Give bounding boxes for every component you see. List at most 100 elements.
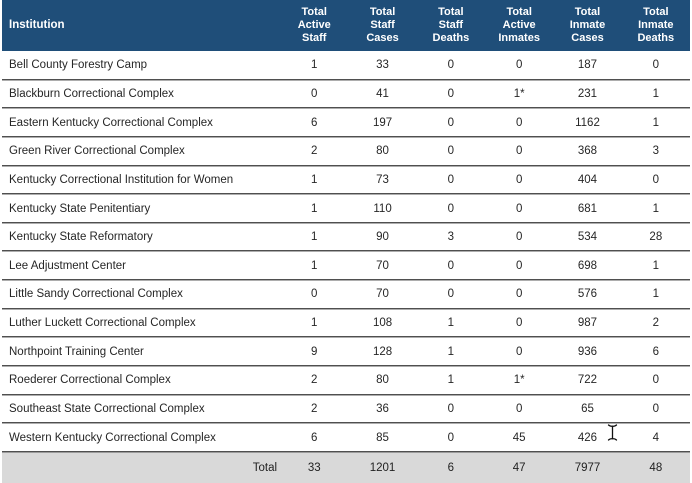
value-cell: 9 — [280, 337, 349, 367]
value-cell: 45 — [485, 423, 554, 452]
value-cell: 3 — [621, 136, 690, 166]
institution-cell: Bell County Forestry Camp — [2, 51, 281, 80]
value-cell: 0 — [416, 394, 486, 424]
table-row: Lee Adjustment Center 1 70 0 0 698 1 — [2, 251, 690, 281]
value-cell: 1 — [280, 308, 349, 338]
value-cell: 0 — [485, 308, 554, 338]
value-cell: 33 — [348, 51, 417, 80]
table-row: Luther Luckett Correctional Complex 1 108 1… — [2, 308, 690, 338]
value-cell: 0 — [485, 51, 554, 80]
value-cell: 3 — [416, 222, 486, 252]
value-cell: 65 — [553, 394, 622, 424]
value-cell: 1 — [280, 165, 349, 195]
value-cell: 0 — [485, 165, 554, 195]
column-header-total-active-staff: Total Active Staff — [280, 0, 349, 51]
value-cell: 0 — [621, 394, 690, 424]
value-cell: 0 — [621, 51, 690, 80]
value-cell: 1 — [280, 194, 349, 223]
value-cell: 85 — [348, 423, 417, 452]
value-cell: 4 — [621, 423, 690, 452]
value-cell: 1 — [621, 79, 690, 109]
value-cell: 108 — [348, 308, 417, 338]
institution-cell: Green River Correctional Complex — [2, 136, 281, 166]
value-cell: 0 — [416, 108, 486, 137]
table-row: Bell County Forestry Camp 1 33 0 0 187 0 — [2, 51, 690, 80]
value-cell: 936 — [553, 337, 622, 367]
value-cell: 2 — [621, 308, 690, 338]
column-header-total-staff-cases: Total Staff Cases — [348, 0, 417, 51]
value-cell: 2 — [280, 394, 349, 424]
value-cell: 41 — [348, 79, 417, 109]
value-cell: 1 — [280, 251, 349, 281]
value-cell: 70 — [348, 251, 417, 281]
value-cell: 28 — [621, 222, 690, 252]
table-row: Roederer Correctional Complex 2 80 1 1* 722 0 — [2, 366, 690, 395]
value-cell: 110 — [348, 194, 417, 223]
value-cell: 1 — [280, 51, 349, 80]
table-total-row: Total 33 1201 6 47 7977 48 — [2, 451, 690, 483]
value-cell: 0 — [485, 251, 554, 281]
value-cell: 1* — [485, 366, 554, 395]
table-row: Southeast State Correctional Complex 2 36 0… — [2, 394, 690, 424]
institution-cell: Southeast State Correctional Complex — [2, 394, 281, 424]
value-cell: 426 — [553, 423, 622, 452]
value-cell: 0 — [485, 194, 554, 223]
value-cell: 6 — [280, 423, 349, 452]
value-cell: 368 — [553, 136, 622, 166]
value-cell: 681 — [553, 194, 622, 223]
column-header-total-inmate-cases: Total Inmate Cases — [553, 0, 622, 51]
institution-cell: Roederer Correctional Complex — [2, 366, 281, 395]
value-cell: 0 — [485, 394, 554, 424]
total-value-cell: 47 — [485, 451, 554, 483]
total-value-cell: 33 — [280, 451, 349, 483]
table-row: Kentucky State Penitentiary 1 110 0 0 681 1 — [2, 194, 690, 223]
value-cell: 1 — [621, 194, 690, 223]
table-row: Little Sandy Correctional Complex 0 70 0 0 57… — [2, 280, 690, 309]
value-cell: 0 — [280, 280, 349, 309]
value-cell: 404 — [553, 165, 622, 195]
column-header-institution: Institution — [2, 0, 281, 51]
value-cell: 80 — [348, 366, 417, 395]
value-cell: 722 — [553, 366, 622, 395]
value-cell: 0 — [416, 423, 486, 452]
table-row: Northpoint Training Center 9 128 1 0 936 6 — [2, 337, 690, 367]
total-value-cell: 7977 — [553, 451, 622, 483]
total-value-cell: 1201 — [348, 451, 417, 483]
value-cell: 0 — [416, 194, 486, 223]
value-cell: 1 — [621, 108, 690, 137]
value-cell: 2 — [280, 136, 349, 166]
column-header-total-staff-deaths: Total Staff Deaths — [416, 0, 486, 51]
institution-cell: Kentucky State Penitentiary — [2, 194, 281, 223]
table-body: Bell County Forestry Camp 1 33 0 0 187 0 Blackb… — [2, 51, 690, 452]
value-cell: 1 — [621, 280, 690, 309]
institution-cell: Kentucky Correctional Institution for Wo… — [2, 165, 281, 195]
value-cell: 1 — [621, 251, 690, 281]
value-cell: 36 — [348, 394, 417, 424]
value-cell: 534 — [553, 222, 622, 252]
value-cell: 1 — [416, 308, 486, 338]
table-row: Kentucky State Reformatory 1 90 3 0 534 28 — [2, 222, 690, 252]
value-cell: 2 — [280, 366, 349, 395]
institution-cell: Kentucky State Reformatory — [2, 222, 281, 252]
institution-cell: Luther Luckett Correctional Complex — [2, 308, 281, 338]
value-cell: 576 — [553, 280, 622, 309]
institution-cell: Little Sandy Correctional Complex — [2, 280, 281, 309]
value-cell: 1* — [485, 79, 554, 109]
value-cell: 1162 — [553, 108, 622, 137]
value-cell: 0 — [485, 108, 554, 137]
value-cell: 197 — [348, 108, 417, 137]
table-row: Blackburn Correctional Complex 0 41 0 1* 231 1 — [2, 79, 690, 109]
value-cell: 0 — [416, 51, 486, 80]
total-value-cell: 48 — [621, 451, 690, 483]
value-cell: 73 — [348, 165, 417, 195]
value-cell: 1 — [280, 222, 349, 252]
column-header-total-active-inmates: Total Active Inmates — [485, 0, 554, 51]
value-cell: 0 — [416, 165, 486, 195]
value-cell: 0 — [416, 136, 486, 166]
institution-cell: Eastern Kentucky Correctional Complex — [2, 108, 281, 137]
value-cell: 987 — [553, 308, 622, 338]
value-cell: 90 — [348, 222, 417, 252]
value-cell: 6 — [280, 108, 349, 137]
institution-cell: Northpoint Training Center — [2, 337, 281, 367]
